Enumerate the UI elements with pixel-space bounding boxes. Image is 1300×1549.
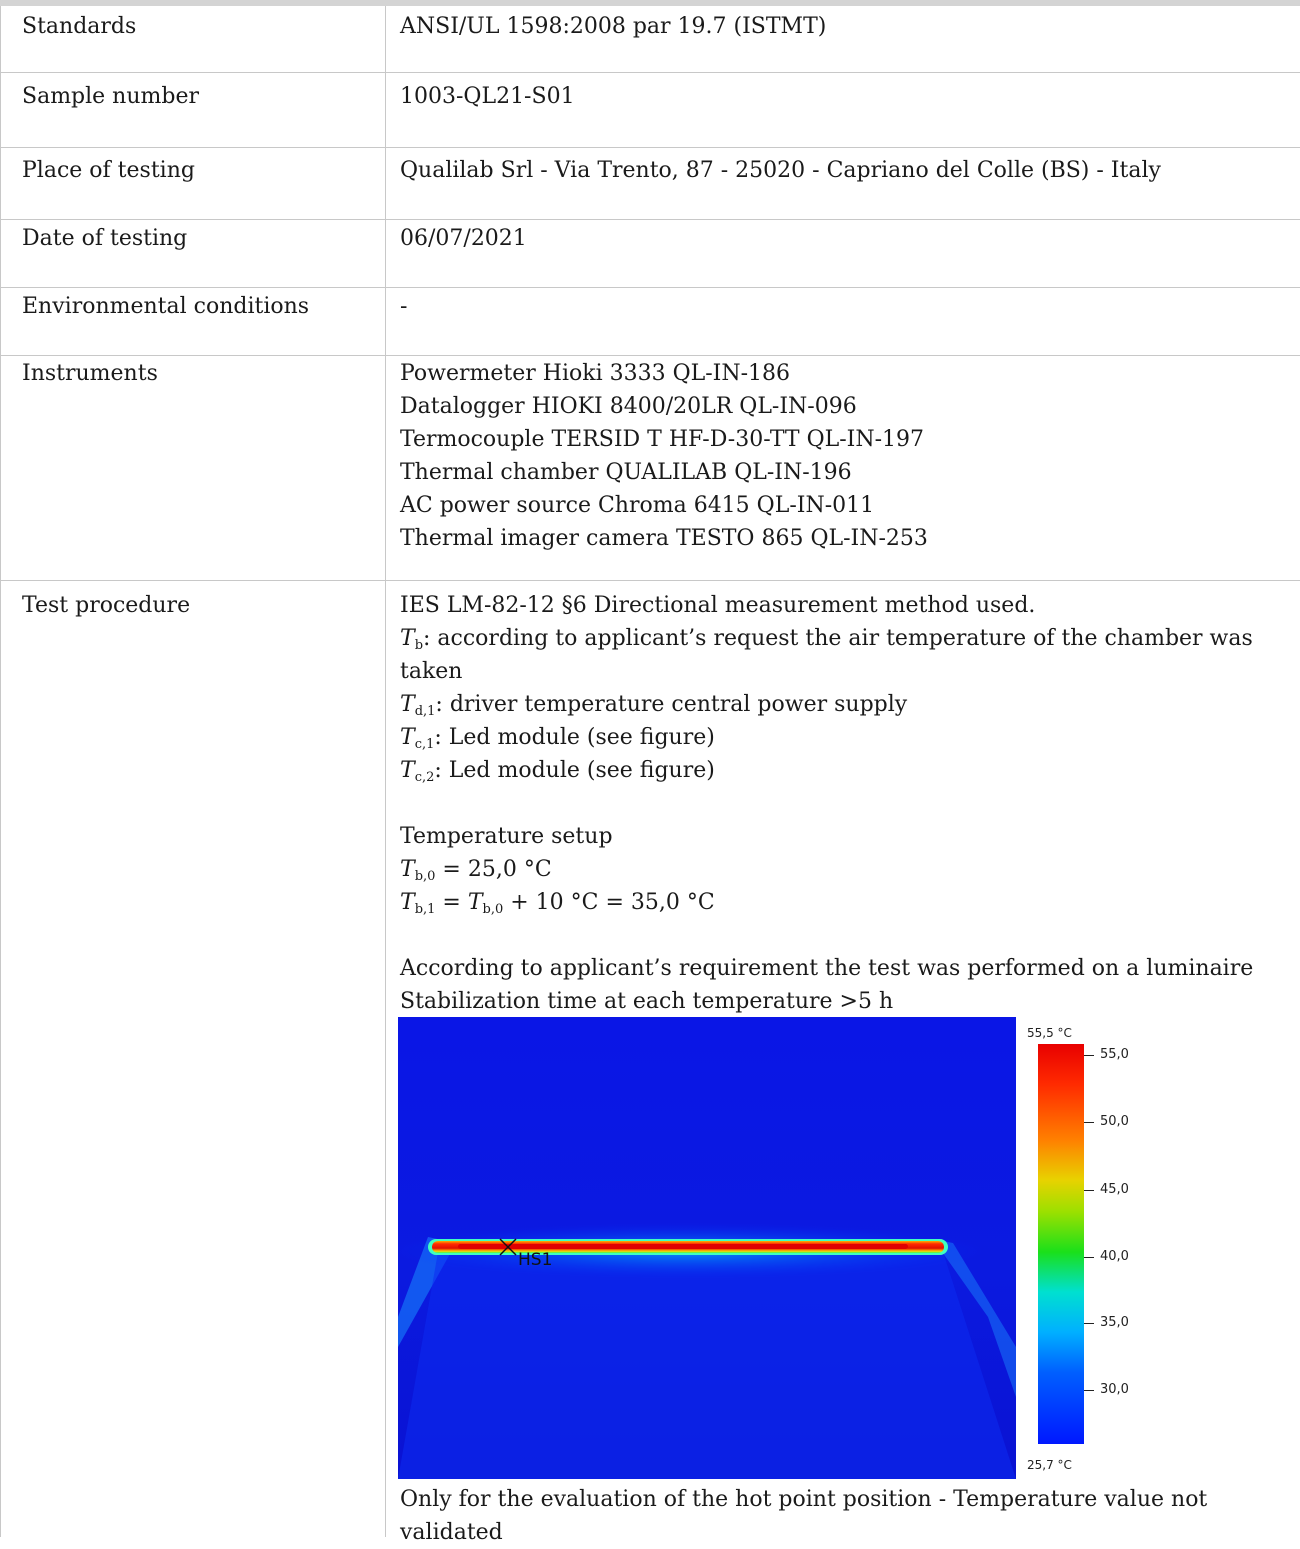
test-procedure-text: IES LM-82-12 §6 Directional measurement … (400, 589, 1280, 1018)
thermal-image: HS1 (398, 1017, 1016, 1479)
row-date-of-testing (0, 220, 1300, 288)
row-standards (0, 6, 1300, 73)
label-date-of-testing: Date of testing (22, 226, 188, 251)
label-instruments: Instruments (22, 361, 158, 386)
scale-min-label: 25,7 °C (1027, 1458, 1072, 1472)
scale-tick (1084, 1323, 1094, 1324)
instrument-item: Thermal imager camera TESTO 865 QL-IN-25… (400, 526, 928, 551)
value-sample-number: 1003-QL21-S01 (400, 84, 575, 109)
column-divider (385, 6, 386, 1537)
instrument-item: Thermal chamber QUALILAB QL-IN-196 (400, 460, 852, 485)
value-standards: ANSI/UL 1598:2008 par 19.7 (ISTMT) (400, 14, 827, 39)
label-standards: Standards (22, 14, 137, 39)
scale-tick-label: 40,0 (1100, 1249, 1129, 1264)
value-environmental-conditions: - (400, 294, 408, 319)
instruments-list: Powermeter Hioki 3333 QL-IN-186 Datalogg… (400, 357, 1280, 555)
label-place-of-testing: Place of testing (22, 158, 195, 183)
scale-tick-label: 55,0 (1100, 1047, 1129, 1062)
procedure-tb: Tb: according to applicant’s request the… (400, 626, 1253, 684)
row-place-of-testing (0, 148, 1300, 220)
instrument-item: AC power source Chroma 6415 QL-IN-011 (400, 493, 875, 518)
label-test-procedure: Test procedure (22, 593, 191, 618)
procedure-tc2: Tc,2: Led module (see figure) (400, 758, 715, 785)
instrument-item: Datalogger HIOKI 8400/20LR QL-IN-096 (400, 394, 857, 419)
color-scale-bar (1038, 1044, 1084, 1444)
setup-tb1: Tb,1 = Tb,0 + 10 °C = 35,0 °C (400, 890, 715, 917)
row-sample-number (0, 73, 1300, 148)
top-border (0, 0, 1300, 6)
value-date-of-testing: 06/07/2021 (400, 226, 527, 251)
row-instruments (0, 356, 1300, 581)
procedure-stabilization: Stabilization time at each temperature >… (400, 989, 894, 1014)
procedure-td1: Td,1: driver temperature central power s… (400, 692, 908, 719)
instrument-item: Powermeter Hioki 3333 QL-IN-186 (400, 361, 791, 386)
scale-tick (1084, 1122, 1094, 1123)
scale-tick-label: 45,0 (1100, 1182, 1129, 1197)
procedure-requirement: According to applicant’s requirement the… (400, 956, 1254, 981)
svg-text:HS1: HS1 (518, 1250, 552, 1270)
scale-tick (1084, 1390, 1094, 1391)
procedure-tc1: Tc,1: Led module (see figure) (400, 725, 715, 752)
setup-title: Temperature setup (400, 824, 613, 849)
scale-tick (1084, 1055, 1094, 1056)
value-place-of-testing: Qualilab Srl - Via Trento, 87 - 25020 - … (400, 158, 1161, 183)
image-note: Only for the evaluation of the hot point… (400, 1487, 1208, 1545)
scale-tick-label: 35,0 (1100, 1315, 1129, 1330)
scale-tick (1084, 1190, 1094, 1191)
scale-tick-label: 50,0 (1100, 1114, 1129, 1129)
label-sample-number: Sample number (22, 84, 199, 109)
scale-max-label: 55,5 °C (1027, 1026, 1072, 1040)
scale-tick-label: 30,0 (1100, 1382, 1129, 1397)
procedure-method: IES LM-82-12 §6 Directional measurement … (400, 593, 1036, 618)
hotspot-marker: HS1 (499, 1238, 552, 1270)
label-environmental-conditions: Environmental conditions (22, 294, 310, 319)
row-environmental-conditions (0, 288, 1300, 356)
instrument-item: Termocouple TERSID T HF-D-30-TT QL-IN-19… (400, 427, 925, 452)
scale-tick (1084, 1257, 1094, 1258)
setup-tb0: Tb,0 = 25,0 °C (400, 857, 552, 884)
